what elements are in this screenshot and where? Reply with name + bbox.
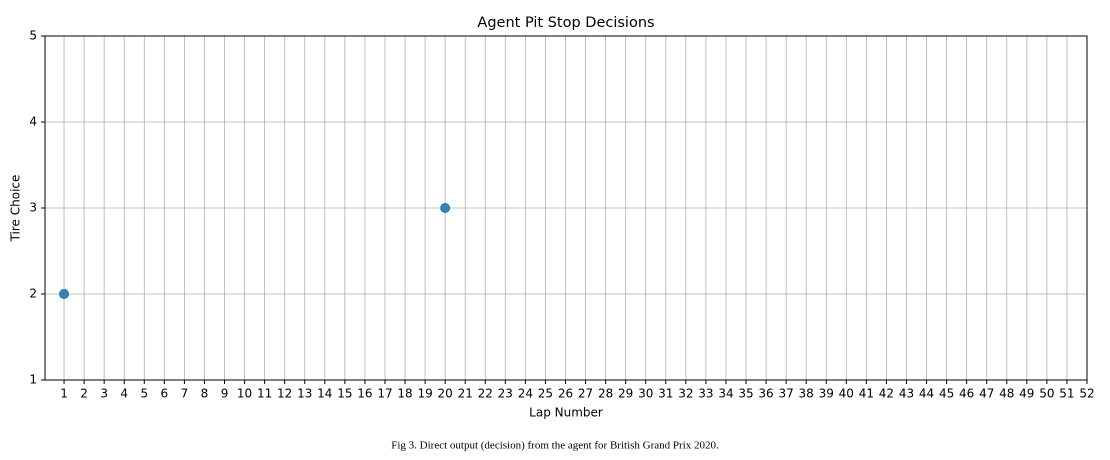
x-tick-label: 2 — [80, 387, 88, 401]
x-tick-label: 13 — [297, 387, 312, 401]
point — [59, 289, 70, 299]
x-tick-label: 24 — [518, 387, 533, 401]
x-tick-label: 34 — [718, 387, 733, 401]
grid — [45, 35, 1088, 381]
x-tick-label: 33 — [698, 387, 713, 401]
x-axis-label: Lap Number — [529, 406, 603, 420]
x-tick-label: 39 — [819, 387, 834, 401]
x-tick-label: 3 — [100, 387, 108, 401]
x-tick-label: 37 — [778, 387, 793, 401]
x-tick-label: 21 — [458, 387, 473, 401]
x-tick-label: 48 — [999, 387, 1014, 401]
x-tick-label: 23 — [498, 387, 513, 401]
x-tick-label: 32 — [678, 387, 693, 401]
x-tick-label: 19 — [417, 387, 432, 401]
x-tick-label: 15 — [337, 387, 352, 401]
x-tick-label: 11 — [257, 387, 272, 401]
x-tick-label: 42 — [879, 387, 894, 401]
point — [440, 203, 451, 213]
x-tick-label: 41 — [859, 387, 874, 401]
x-tick-label: 52 — [1079, 387, 1094, 401]
x-tick-label: 46 — [959, 387, 974, 401]
x-tick-label: 14 — [317, 387, 332, 401]
x-tick-label: 9 — [221, 387, 229, 401]
x-tick-label: 28 — [598, 387, 613, 401]
x-tick-label: 44 — [919, 387, 934, 401]
x-tick-label: 10 — [237, 387, 252, 401]
x-tick-label: 25 — [538, 387, 553, 401]
x-tick-label: 38 — [799, 387, 814, 401]
x-tick-label: 27 — [578, 387, 593, 401]
x-tick-label: 40 — [839, 387, 854, 401]
x-tick-label: 16 — [357, 387, 372, 401]
x-tick-label: 51 — [1059, 387, 1074, 401]
x-tick-label: 31 — [658, 387, 673, 401]
x-tick-label: 26 — [558, 387, 573, 401]
x-tick-label: 49 — [1019, 387, 1034, 401]
y-tick-label: 1 — [29, 373, 37, 387]
x-tick-label: 36 — [758, 387, 773, 401]
x-tick-label: 45 — [939, 387, 954, 401]
x-tick-label: 50 — [1039, 387, 1054, 401]
x-tick-label: 30 — [638, 387, 653, 401]
x-tick-label: 20 — [438, 387, 453, 401]
y-axis-label: Tire Choice — [9, 175, 23, 243]
x-tick-label: 1 — [60, 387, 68, 401]
y-tick-label: 4 — [29, 115, 37, 129]
x-tick-label: 4 — [120, 387, 128, 401]
y-tick-label: 5 — [29, 29, 37, 43]
chart-title: Agent Pit Stop Decisions — [477, 15, 654, 31]
x-tick-label: 12 — [277, 387, 292, 401]
x-tick-label: 35 — [738, 387, 753, 401]
x-tick-label: 8 — [201, 387, 209, 401]
y-tick-label: 3 — [29, 201, 37, 215]
x-tick-label: 17 — [377, 387, 392, 401]
caption: Fig 3. Direct output (decision) from the… — [391, 440, 719, 452]
x-tick-label: 47 — [979, 387, 994, 401]
x-tick-label: 18 — [397, 387, 412, 401]
x-tick-label: 5 — [140, 387, 148, 401]
x-tick-label: 43 — [899, 387, 914, 401]
x-tick-label: 6 — [161, 387, 169, 401]
x-tick-label: 29 — [618, 387, 633, 401]
y-tick-label: 2 — [29, 287, 37, 301]
x-tick-label: 7 — [181, 387, 189, 401]
x-tick-label: 22 — [478, 387, 493, 401]
